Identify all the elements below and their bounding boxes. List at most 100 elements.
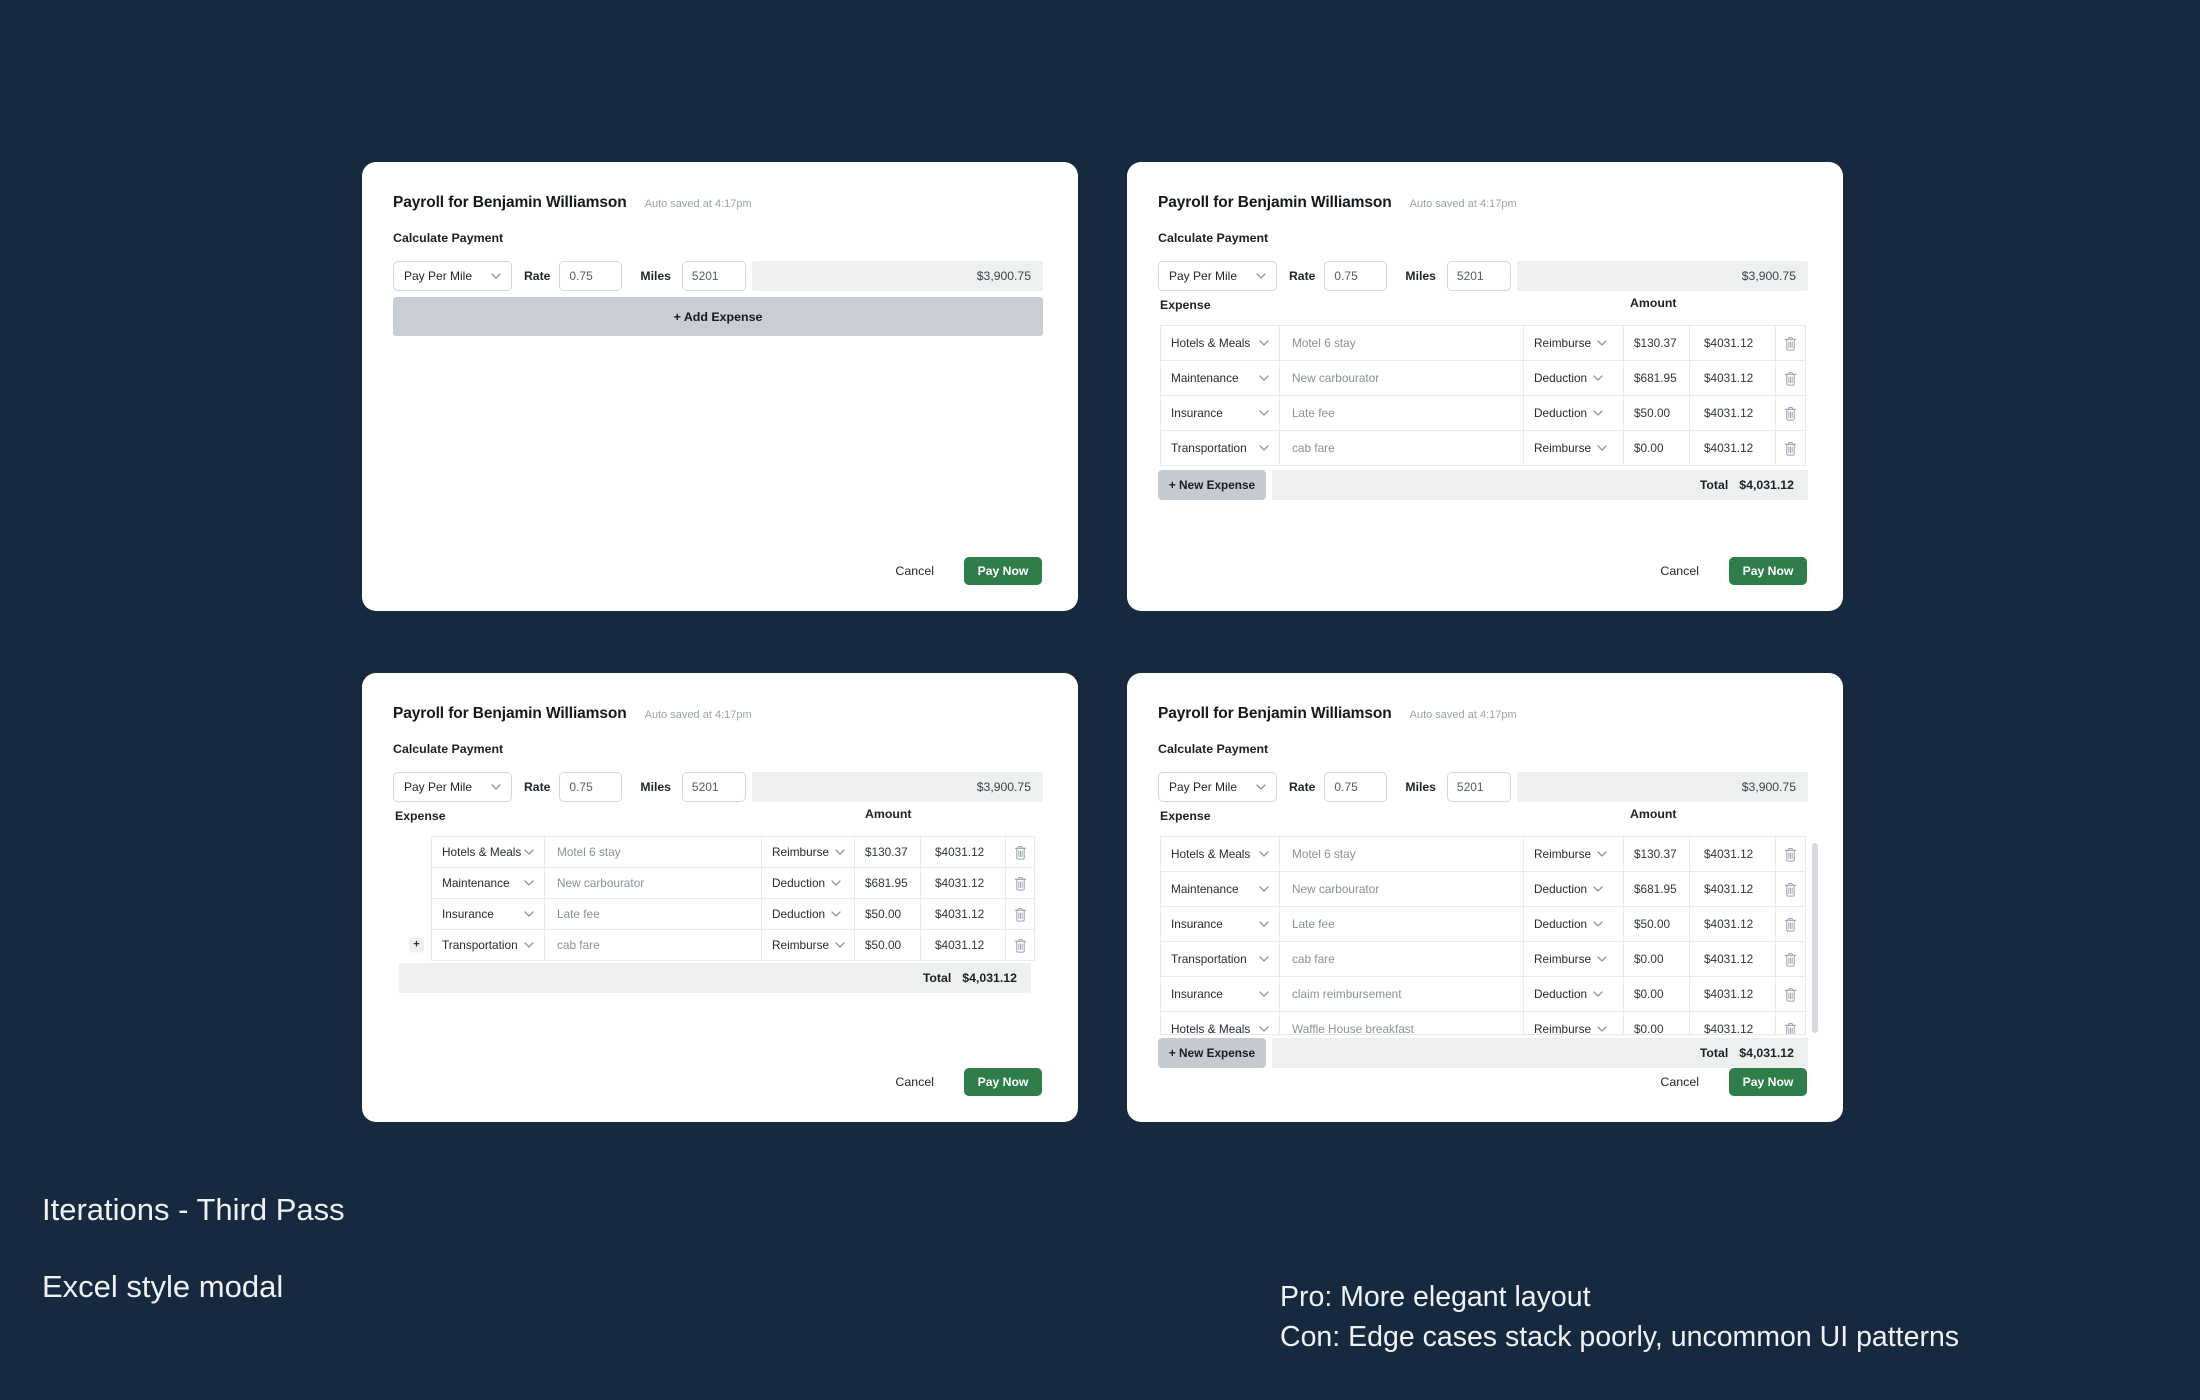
delete-row-button[interactable] [1783,846,1799,862]
description-cell[interactable]: New carbourator [1280,361,1524,395]
amount-cell[interactable]: $0.00 [1624,942,1690,976]
category-select[interactable]: Transportation [1160,942,1280,976]
amount-cell[interactable]: $50.00 [855,899,921,929]
type-select[interactable]: Deduction [1524,907,1624,941]
delete-row-button[interactable] [1012,937,1028,953]
delete-row-button[interactable] [1783,881,1799,897]
cancel-button[interactable]: Cancel [895,1075,934,1089]
miles-input[interactable] [1446,772,1511,802]
miles-input[interactable] [1446,261,1511,291]
description-cell[interactable]: Waffle House breakfast [1280,1012,1524,1034]
rate-input[interactable] [559,772,623,802]
rate-input[interactable] [559,261,623,291]
type-select[interactable]: Reimburse [1524,431,1624,465]
type-select[interactable]: Reimburse [1524,1012,1624,1034]
cancel-button[interactable]: Cancel [1660,564,1699,578]
delete-row-button[interactable] [1012,906,1028,922]
pay-now-button[interactable]: Pay Now [1729,557,1807,585]
type-select[interactable]: Deduction [762,868,855,898]
description-cell[interactable]: cab fare [1280,431,1524,465]
amount-cell[interactable]: $50.00 [1624,907,1690,941]
category-select[interactable]: Insurance [1160,977,1280,1011]
description-cell[interactable]: Motel 6 stay [1280,837,1524,871]
amount-value: $0.00 [1634,987,1664,1001]
total-bar: Total $4,031.12 [399,963,1031,993]
category-select[interactable]: Transportation [431,930,545,960]
miles-input[interactable] [681,261,746,291]
description-cell[interactable]: New carbourator [545,868,762,898]
category-select[interactable]: Insurance [1160,396,1280,430]
pay-now-button[interactable]: Pay Now [964,557,1042,585]
description-cell[interactable]: cab fare [545,930,762,960]
pay-type-select[interactable]: Pay Per Mile [1158,261,1277,291]
type-select[interactable]: Reimburse [1524,326,1624,360]
description-cell[interactable]: cab fare [1280,942,1524,976]
type-select[interactable]: Deduction [1524,977,1624,1011]
delete-row-button[interactable] [1012,875,1028,891]
category-select[interactable]: Hotels & Meals [1160,837,1280,871]
amount-cell[interactable]: $0.00 [1624,431,1690,465]
category-select[interactable]: Transportation [1160,431,1280,465]
pay-type-select[interactable]: Pay Per Mile [393,261,512,291]
type-select[interactable]: Reimburse [762,930,855,960]
pay-now-button[interactable]: Pay Now [964,1068,1042,1096]
trash-icon [1784,847,1797,862]
delete-row-button[interactable] [1783,916,1799,932]
description-cell[interactable]: New carbourator [1280,872,1524,906]
type-select[interactable]: Deduction [1524,396,1624,430]
delete-row-button[interactable] [1783,335,1799,351]
type-select[interactable]: Deduction [1524,872,1624,906]
amount-cell[interactable]: $0.00 [1624,977,1690,1011]
category-select[interactable]: Insurance [1160,907,1280,941]
delete-row-button[interactable] [1783,370,1799,386]
delete-row-button[interactable] [1783,440,1799,456]
amount-cell[interactable]: $0.00 [1624,1012,1690,1034]
description-cell[interactable]: Late fee [1280,907,1524,941]
table-scrollbar[interactable] [1812,843,1818,1033]
amount-cell[interactable]: $50.00 [855,930,921,960]
type-select[interactable]: Reimburse [1524,837,1624,871]
type-select[interactable]: Deduction [762,899,855,929]
type-select[interactable]: Reimburse [1524,942,1624,976]
pay-type-select[interactable]: Pay Per Mile [1158,772,1277,802]
delete-row-button[interactable] [1783,1021,1799,1034]
description-cell[interactable]: claim reimbursement [1280,977,1524,1011]
amount-cell[interactable]: $130.37 [855,837,921,867]
pay-now-button[interactable]: Pay Now [1729,1068,1807,1096]
amount-cell[interactable]: $130.37 [1624,326,1690,360]
type-select[interactable]: Deduction [1524,361,1624,395]
description-cell[interactable]: Late fee [1280,396,1524,430]
category-select[interactable]: Insurance [431,899,545,929]
description-cell[interactable]: Late fee [545,899,762,929]
amount-cell[interactable]: $130.37 [1624,837,1690,871]
type-select[interactable]: Reimburse [762,837,855,867]
miles-input[interactable] [681,772,746,802]
running-total-value: $4031.12 [935,938,985,952]
amount-cell[interactable]: $50.00 [1624,396,1690,430]
amount-cell[interactable]: $681.95 [855,868,921,898]
amount-cell[interactable]: $681.95 [1624,361,1690,395]
category-select[interactable]: Hotels & Meals [431,837,545,867]
delete-row-button[interactable] [1783,405,1799,421]
rate-input[interactable] [1324,261,1388,291]
delete-row-button[interactable] [1783,986,1799,1002]
expense-row: Insurance Late fee Deduction $50.00 $403… [1160,395,1806,430]
description-cell[interactable]: Motel 6 stay [1280,326,1524,360]
cancel-button[interactable]: Cancel [895,564,934,578]
new-expense-button[interactable]: + New Expense [1158,470,1266,500]
category-select[interactable]: Maintenance [431,868,545,898]
add-expense-button[interactable]: + Add Expense [393,297,1043,336]
amount-cell[interactable]: $681.95 [1624,872,1690,906]
category-select[interactable]: Hotels & Meals [1160,1012,1280,1034]
rate-input[interactable] [1324,772,1388,802]
category-select[interactable]: Maintenance [1160,361,1280,395]
delete-row-button[interactable] [1783,951,1799,967]
delete-row-button[interactable] [1012,844,1028,860]
cancel-button[interactable]: Cancel [1660,1075,1699,1089]
category-select[interactable]: Hotels & Meals [1160,326,1280,360]
pay-type-select[interactable]: Pay Per Mile [393,772,512,802]
description-cell[interactable]: Motel 6 stay [545,837,762,867]
new-expense-button[interactable]: + New Expense [1158,1038,1266,1068]
insert-row-button[interactable]: + [409,937,424,953]
category-select[interactable]: Maintenance [1160,872,1280,906]
